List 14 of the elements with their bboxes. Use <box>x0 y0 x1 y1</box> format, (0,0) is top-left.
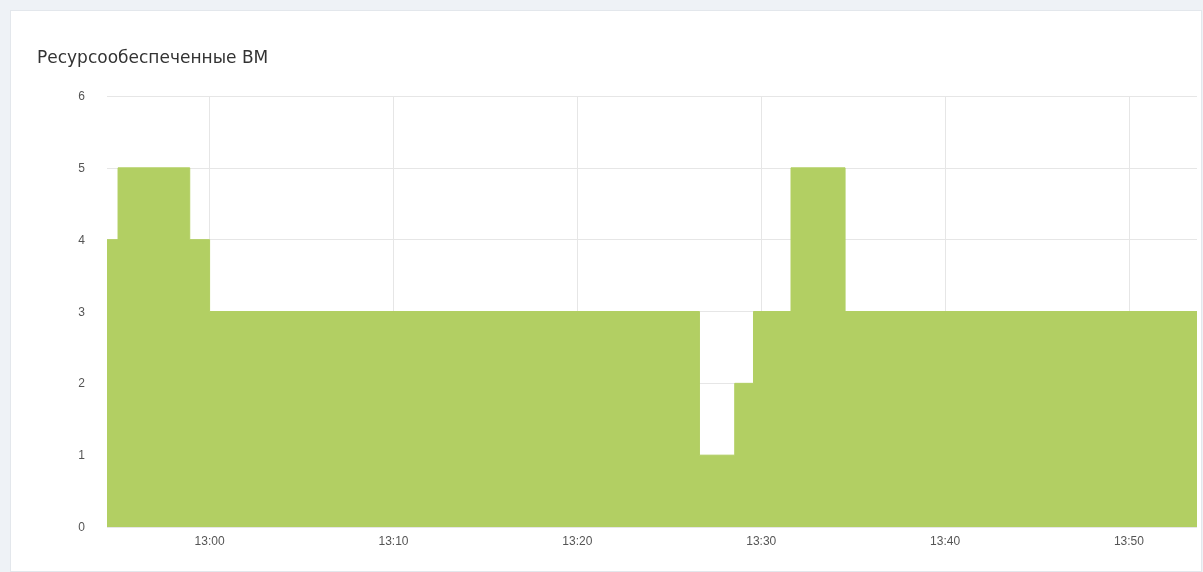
chart-title: Ресурсообеспеченные ВМ <box>37 47 269 67</box>
y-tick-label: 2 <box>78 376 86 391</box>
x-tick-label: 13:10 <box>378 534 409 548</box>
y-tick-label: 3 <box>78 304 86 319</box>
x-tick-label: 13:00 <box>194 534 225 548</box>
x-tick-label: 13:50 <box>1113 534 1145 548</box>
x-tick-label: 13:40 <box>930 534 961 548</box>
x-tick-label: 13:20 <box>562 534 593 548</box>
y-tick-label: 5 <box>78 160 86 175</box>
y-tick-label: 4 <box>78 232 86 247</box>
x-tick-label: 13:30 <box>746 534 777 548</box>
y-tick-label: 1 <box>78 448 86 463</box>
y-tick-label: 6 <box>78 89 86 103</box>
y-tick-label: 0 <box>78 520 86 534</box>
